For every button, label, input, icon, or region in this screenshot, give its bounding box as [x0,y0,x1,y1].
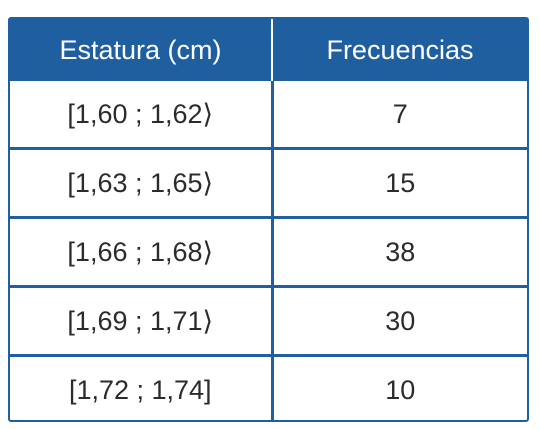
cell-interval: [1,66 ; 1,68⟩ [10,216,274,287]
cell-frequency: 7 [392,98,408,129]
cell-frequency: 38 [272,216,527,287]
cell-frequency: 30 [272,285,527,356]
table-row: [1,66 ; 1,68⟩ 38 [10,216,527,287]
header-frequency: Frecuencias [272,19,527,81]
cell-frequency: 10 [272,354,527,420]
table-header: Estatura (cm) Frecuencias [10,19,527,81]
table-row: [1,63 ; 1,65⟩ 15 [10,147,527,218]
cell-interval: [1,63 ; 1,65⟩ [10,147,274,218]
cell-interval: [1,60 ; 1,62⟩ [10,81,274,149]
table-row: [1,72 ; 1,74] 10 [10,354,527,420]
cell-frequency: 15 [272,147,527,218]
cell-interval: [1,69 ; 1,71⟩ [10,285,274,356]
cell-interval: [1,72 ; 1,74] [10,354,274,420]
header-row: Estatura (cm) Frecuencias [10,19,527,81]
frequency-table-container: Estatura (cm) Frecuencias [1,60 ; 1,62⟩ … [8,17,529,422]
table-body: [1,60 ; 1,62⟩ 7 [1,63 ; 1,65⟩ 15 [1,66 ;… [10,81,527,420]
header-interval: Estatura (cm) [10,19,273,81]
frequency-table: Estatura (cm) Frecuencias [1,60 ; 1,62⟩ … [10,19,527,420]
table-row: [1,69 ; 1,71⟩ 30 [10,285,527,356]
table-row: [1,60 ; 1,62⟩ 7 [10,81,527,149]
